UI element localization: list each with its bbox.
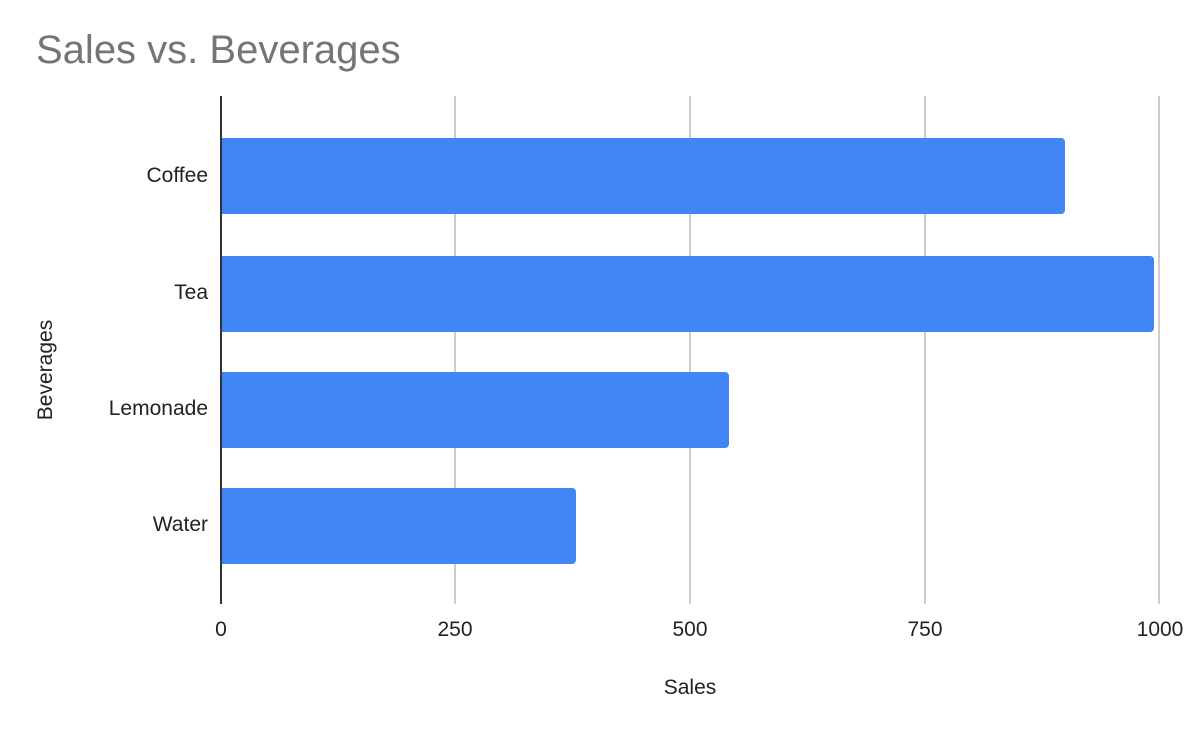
y-axis-title: Beverages — [34, 319, 57, 421]
y-axis-line — [220, 96, 222, 604]
category-label-water: Water — [152, 513, 208, 536]
gridline-750 — [924, 96, 926, 604]
bar-tea[interactable] — [221, 256, 1155, 332]
bar-coffee[interactable] — [221, 138, 1066, 214]
x-axis-title: Sales — [663, 676, 717, 699]
category-label-coffee: Coffee — [146, 164, 209, 187]
x-tick-250: 250 — [437, 618, 473, 641]
plot-area — [220, 96, 1160, 604]
gridline-1000 — [1158, 96, 1160, 604]
category-label-lemonade: Lemonade — [108, 397, 208, 420]
gridline-500 — [689, 96, 691, 604]
bar-lemonade[interactable] — [221, 372, 730, 448]
x-tick-0: 0 — [215, 618, 227, 641]
chart-title: Sales vs. Beverages — [36, 28, 401, 72]
x-tick-1000: 1000 — [1136, 618, 1184, 641]
category-label-tea: Tea — [174, 281, 208, 304]
bar-water[interactable] — [221, 488, 576, 564]
gridline-250 — [454, 96, 456, 604]
x-tick-750: 750 — [907, 618, 943, 641]
x-tick-500: 500 — [672, 618, 708, 641]
